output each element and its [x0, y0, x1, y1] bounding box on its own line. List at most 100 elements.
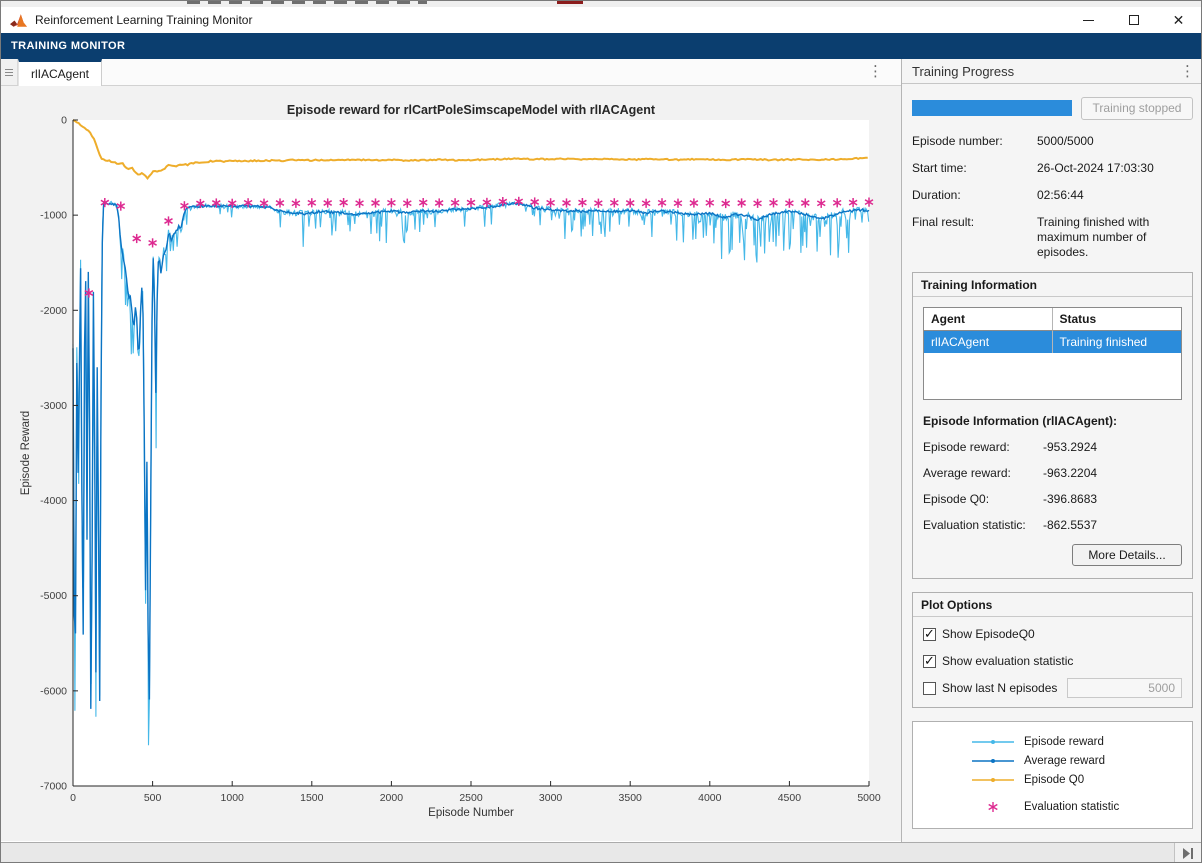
table-header-row: Agent Status: [924, 308, 1181, 331]
tab-bar-menu-icon[interactable]: ⋮: [868, 62, 883, 82]
stat-label: Episode Q0:: [923, 492, 1043, 506]
skip-to-end-icon[interactable]: [1183, 848, 1194, 859]
svg-text:-6000: -6000: [40, 685, 67, 697]
legend-label: Episode reward: [1024, 736, 1104, 748]
field-value: 02:56:44: [1037, 188, 1193, 203]
field-start-time: Start time: 26-Oct-2024 17:03:30: [912, 161, 1193, 176]
remnant-red-fragment: [557, 1, 583, 4]
legend-label: Evaluation statistic: [1024, 801, 1119, 813]
svg-text:-7000: -7000: [40, 781, 67, 793]
svg-text:500: 500: [144, 792, 162, 804]
field-final-result: Final result: Training finished with max…: [912, 215, 1193, 260]
legend-entry-average-reward: Average reward: [971, 751, 1192, 770]
svg-text:-4000: -4000: [40, 495, 67, 507]
scroll-end-segment: [1174, 843, 1201, 863]
chart-panel: Episode reward for rlCartPoleSimscapeMod…: [1, 86, 901, 841]
more-details-button[interactable]: More Details...: [1072, 544, 1182, 566]
toolstrip-ribbon: TRAINING MONITOR: [1, 33, 1201, 59]
panel-menu-icon[interactable]: ⋮: [1180, 62, 1195, 82]
stat-episode-q0: Episode Q0: -396.8683: [923, 492, 1182, 506]
episode-information-header: Episode Information (rlIACAgent):: [923, 414, 1182, 428]
svg-text:3000: 3000: [539, 792, 563, 804]
legend-label: Episode Q0: [1024, 774, 1084, 786]
legend-entry-evaluation-statistic: Evaluation statistic: [971, 797, 1192, 816]
svg-text:4000: 4000: [698, 792, 722, 804]
tab-label: rlIACAgent: [31, 67, 89, 81]
table-row-rliacagent[interactable]: rlIACAgent Training finished: [924, 331, 1181, 353]
stat-value: -396.8683: [1043, 492, 1097, 506]
svg-text:-3000: -3000: [40, 400, 67, 412]
window-title: Reinforcement Learning Training Monitor: [35, 13, 252, 27]
field-episode-number: Episode number: 5000/5000: [912, 134, 1193, 149]
minimize-button[interactable]: [1066, 7, 1111, 33]
episode-reward-line-swatch: [971, 735, 1015, 749]
show-episodeq0-checkbox[interactable]: [923, 628, 936, 641]
tab-rliacagent[interactable]: rlIACAgent: [18, 59, 102, 86]
stat-average-reward: Average reward: -963.2204: [923, 466, 1182, 480]
training-progress-bar: [912, 100, 1072, 116]
stat-label: Episode reward:: [923, 440, 1043, 454]
svg-text:-5000: -5000: [40, 590, 67, 602]
checkbox-row-show-last-n-episodes: Show last N episodes: [923, 681, 1182, 695]
stat-value: -953.2924: [1043, 440, 1097, 454]
bottom-scrollbar-strip[interactable]: [1, 842, 1201, 863]
ribbon-tab-training-monitor[interactable]: TRAINING MONITOR: [11, 40, 125, 52]
maximize-icon: [1129, 15, 1139, 25]
field-value: 26-Oct-2024 17:03:30: [1037, 161, 1193, 176]
maximize-button[interactable]: [1111, 7, 1156, 33]
legend-entry-episode-reward: Episode reward: [971, 732, 1192, 751]
episode-q0-line-swatch: [971, 773, 1015, 787]
agent-status-table: Agent Status rlIACAgent Training finishe…: [923, 307, 1182, 400]
stat-episode-reward: Episode reward: -953.2924: [923, 440, 1182, 454]
field-label: Episode number:: [912, 134, 1037, 149]
stat-value: -963.2204: [1043, 466, 1097, 480]
field-duration: Duration: 02:56:44: [912, 188, 1193, 203]
svg-text:-2000: -2000: [40, 305, 67, 317]
episode-reward-chart: Episode reward for rlCartPoleSimscapeMod…: [1, 86, 901, 846]
checkbox-row-show-evaluation-statistic: Show evaluation statistic: [923, 654, 1182, 668]
title-bar: Reinforcement Learning Training Monitor …: [1, 7, 1201, 33]
average-reward-line-swatch: [971, 754, 1015, 768]
svg-text:2000: 2000: [380, 792, 404, 804]
training-stopped-button[interactable]: Training stopped: [1081, 97, 1193, 120]
tab-list-button[interactable]: [1, 59, 18, 85]
evaluation-statistic-asterisk-swatch: [971, 800, 1015, 814]
svg-text:1000: 1000: [221, 792, 245, 804]
stat-evaluation-statistic: Evaluation statistic: -862.5537: [923, 518, 1182, 532]
legend-entry-episode-q0: Episode Q0: [971, 770, 1192, 789]
column-header-status: Status: [1053, 308, 1182, 331]
svg-text:1500: 1500: [300, 792, 324, 804]
column-header-agent: Agent: [924, 308, 1053, 331]
plot-options-section: Plot Options Show EpisodeQ0 Show evaluat…: [912, 592, 1193, 708]
training-information-section: Training Information Agent Status rlIACA…: [912, 272, 1193, 579]
chart-svg: Episode reward for rlCartPoleSimscapeMod…: [1, 86, 901, 841]
minimize-icon: [1083, 20, 1094, 21]
app-window: Reinforcement Learning Training Monitor …: [0, 0, 1202, 863]
panel-title: Training Progress: [912, 64, 1014, 79]
svg-text:0: 0: [70, 792, 76, 804]
svg-text:Episode Reward: Episode Reward: [20, 411, 32, 495]
show-evaluation-statistic-checkbox[interactable]: [923, 655, 936, 668]
cell-agent: rlIACAgent: [924, 331, 1053, 353]
stat-label: Evaluation statistic:: [923, 518, 1043, 532]
show-last-n-episodes-checkbox[interactable]: [923, 682, 936, 695]
field-value: Training finished with maximum number of…: [1037, 215, 1193, 260]
stat-label: Average reward:: [923, 466, 1043, 480]
window-controls: ✕: [1066, 7, 1201, 33]
svg-text:3500: 3500: [619, 792, 643, 804]
checkbox-label: Show evaluation statistic: [942, 654, 1073, 668]
plot-options-header: Plot Options: [913, 593, 1192, 617]
field-label: Final result:: [912, 215, 1037, 260]
close-button[interactable]: ✕: [1156, 7, 1201, 33]
svg-text:4500: 4500: [778, 792, 802, 804]
svg-text:0: 0: [61, 115, 67, 127]
tab-list-icon: [5, 67, 13, 78]
training-progress-panel: Training Progress ⋮ Training stopped Epi…: [902, 59, 1202, 842]
legend-label: Average reward: [1024, 755, 1105, 767]
checkbox-row-show-episodeq0: Show EpisodeQ0: [923, 627, 1182, 641]
panel-header: Training Progress ⋮: [902, 59, 1202, 84]
last-n-episodes-input[interactable]: [1067, 678, 1182, 698]
cell-status: Training finished: [1053, 331, 1182, 353]
close-icon: ✕: [1173, 13, 1185, 27]
chart-legend: Episode reward Average reward Episode Q0: [912, 721, 1193, 829]
